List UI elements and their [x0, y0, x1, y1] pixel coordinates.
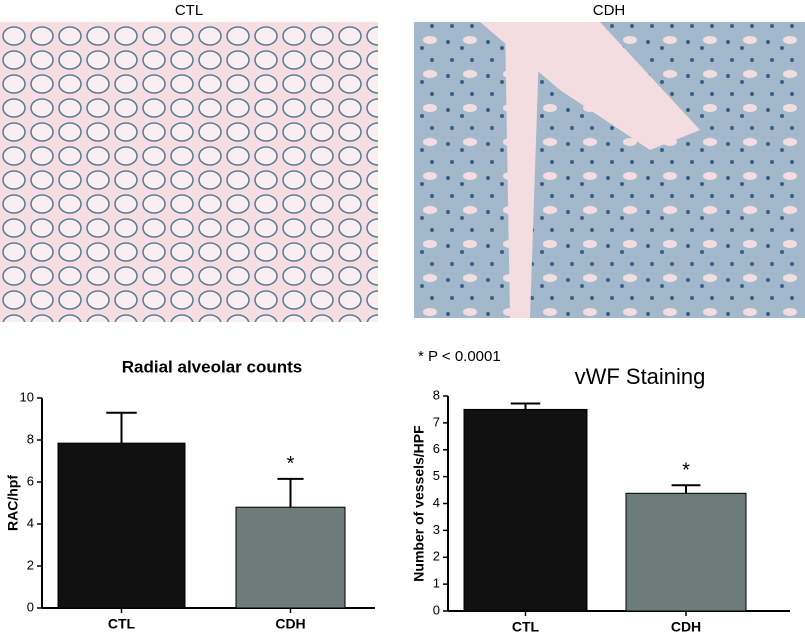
y-tick-label: 0	[27, 599, 34, 614]
x-tick-label: CDH	[275, 616, 305, 632]
y-tick-label: 5	[433, 468, 440, 483]
chart-title: Radial alveolar counts	[122, 357, 302, 376]
note: * P < 0.0001	[418, 348, 501, 365]
y-axis-label: RAC/hpf	[5, 475, 21, 531]
cdh-lumen	[480, 22, 700, 318]
y-tick-label: 0	[433, 602, 440, 617]
x-tick-label: CDH	[671, 619, 701, 635]
y-tick-label: 6	[433, 441, 440, 456]
y-tick-label: 10	[20, 389, 34, 404]
ctl-micrograph	[0, 22, 378, 322]
y-tick-label: 8	[27, 431, 34, 446]
error-bar	[106, 411, 137, 444]
significance: *	[682, 460, 690, 482]
y-tick-label: 4	[27, 515, 34, 530]
y-tick-label: 8	[433, 387, 440, 402]
error-bar	[671, 484, 701, 494]
bar	[235, 506, 346, 609]
x-tick-label: CTL	[108, 616, 136, 632]
y-tick-label: 6	[27, 473, 34, 488]
y-tick-label: 3	[433, 522, 440, 537]
y-axis-label: Number of vessels/HPF	[411, 425, 427, 582]
error-bar	[277, 477, 304, 508]
y-tick-label: 1	[433, 576, 440, 591]
error-bar	[510, 402, 541, 410]
y-tick-label: 4	[433, 495, 440, 510]
y-tick-label: 2	[27, 557, 34, 572]
y-tick-label: 2	[433, 549, 440, 564]
bar	[57, 442, 186, 609]
panel-label: CDH	[593, 2, 626, 19]
bar	[463, 408, 588, 612]
chart-title: vWF Staining	[575, 364, 706, 389]
significance: *	[287, 453, 295, 475]
bar	[625, 492, 747, 612]
y-tick-label: 7	[433, 414, 440, 429]
x-tick-label: CTL	[512, 619, 540, 635]
panel-label: CTL	[175, 2, 203, 19]
